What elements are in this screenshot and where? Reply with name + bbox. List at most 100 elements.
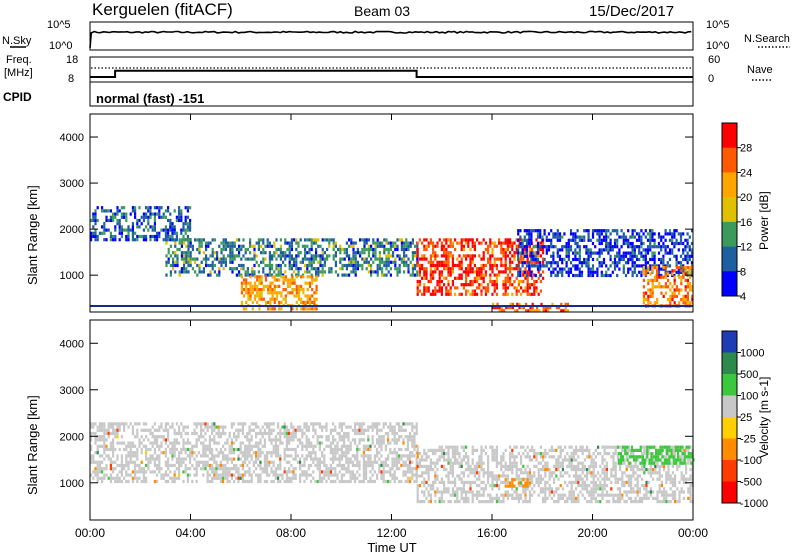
heatmap-cell: [591, 264, 595, 268]
heatmap-cell: [438, 458, 441, 462]
heatmap-cell: [513, 279, 516, 284]
heatmap-cell: [651, 238, 654, 242]
heatmap-cell: [256, 300, 259, 304]
heatmap-cell: [129, 228, 132, 232]
heatmap-cell: [270, 479, 273, 484]
heatmap-cell: [224, 260, 227, 264]
heatmap-cell: [500, 455, 503, 459]
heatmap-cell: [308, 270, 311, 274]
heatmap-cell: [173, 447, 176, 452]
heatmap-cell: [680, 269, 683, 273]
heatmap-cell: [517, 232, 520, 236]
heatmap-cell: [198, 251, 201, 255]
heatmap-cell: [411, 270, 414, 274]
heatmap-cell: [310, 451, 313, 455]
heatmap-cell: [258, 307, 261, 311]
heatmap-cell: [556, 235, 559, 239]
heatmap-cell: [299, 441, 302, 445]
heatmap-cell: [543, 229, 546, 233]
heatmap-cell: [425, 286, 428, 290]
heatmap-cell: [271, 307, 274, 311]
heatmap-cell: [526, 279, 529, 284]
heatmap-cell: [398, 438, 401, 442]
heatmap-cell: [211, 263, 214, 268]
heatmap-cell: [569, 267, 573, 271]
heatmap-cell: [202, 463, 205, 468]
heatmap-cell: [180, 267, 183, 271]
heatmap-cell: [299, 463, 302, 468]
heatmap-cell: [224, 263, 227, 268]
heatmap-cell: [213, 454, 216, 458]
heatmap-cell: [469, 484, 472, 488]
heatmap-cell: [404, 479, 407, 484]
heatmap-cell: [240, 281, 243, 285]
heatmap-cell: [208, 435, 211, 439]
heatmap-cell: [492, 302, 495, 306]
heatmap-cell: [140, 447, 143, 452]
heatmap-cell: [384, 463, 387, 468]
heatmap-cell: [482, 251, 485, 255]
heatmap-cell: [382, 470, 385, 474]
heatmap-cell: [317, 267, 320, 271]
heatmap-cell: [544, 461, 547, 465]
heatmap-cell: [367, 444, 370, 448]
heatmap-cell: [314, 431, 317, 436]
heatmap-cell: [365, 470, 368, 474]
heatmap-cell: [244, 270, 247, 274]
heatmap-cell: [246, 447, 249, 452]
heatmap-cell: [174, 270, 177, 274]
heatmap-cell: [423, 452, 426, 456]
heatmap-cell: [253, 288, 257, 292]
heatmap-cell: [576, 251, 579, 255]
heatmap-cell: [312, 435, 315, 439]
heatmap-cell: [550, 445, 553, 449]
heatmap-cell: [127, 463, 130, 468]
heatmap-cell: [330, 238, 333, 242]
heatmap-cell: [281, 473, 284, 477]
heatmap-cell: [389, 273, 392, 277]
heatmap-cell: [539, 247, 542, 252]
heatmap-cell: [403, 251, 406, 255]
heatmap-cell: [189, 441, 192, 445]
heatmap-cell: [271, 267, 274, 271]
heatmap-cell: [607, 241, 610, 246]
heatmap-cell: [682, 294, 685, 298]
heatmap-cell: [140, 215, 143, 219]
heatmap-cell: [537, 477, 540, 481]
heatmap-cell: [462, 490, 465, 494]
heatmap-cell: [391, 428, 394, 432]
heatmap-cell: [657, 235, 661, 239]
heatmap-cell: [374, 257, 377, 261]
heatmap-cell: [558, 235, 562, 239]
heatmap-cell: [653, 261, 656, 265]
heatmap-cell: [118, 231, 121, 235]
heatmap-cell: [327, 476, 330, 480]
heatmap-cell: [445, 452, 448, 456]
heatmap-cell: [318, 479, 321, 484]
heatmap-cell: [567, 241, 570, 246]
heatmap-cell: [675, 257, 678, 262]
heatmap-cell: [616, 238, 619, 242]
heatmap-cell: [218, 244, 221, 248]
heatmap-cell: [631, 241, 634, 246]
heatmap-cell: [301, 441, 304, 445]
heatmap-cell: [305, 447, 308, 452]
heatmap-cell: [312, 422, 315, 426]
heatmap-cell: [495, 493, 498, 497]
heatmap-cell: [516, 302, 519, 306]
heatmap-cell: [176, 247, 179, 252]
heatmap-cell: [167, 251, 170, 255]
heatmap-cell: [224, 238, 227, 242]
heatmap-cell: [283, 479, 286, 484]
heatmap-cell: [502, 270, 505, 274]
heatmap-cell: [660, 275, 663, 279]
heatmap-cell: [162, 438, 165, 442]
heatmap-cell: [528, 235, 531, 239]
heatmap-cell: [651, 294, 654, 298]
heatmap-cell: [233, 254, 236, 258]
heatmap-cell: [283, 425, 286, 429]
heatmap-cell: [495, 279, 498, 284]
heatmap-cell: [578, 254, 581, 258]
heatmap-cell: [185, 267, 188, 271]
heatmap-cell: [255, 241, 258, 245]
